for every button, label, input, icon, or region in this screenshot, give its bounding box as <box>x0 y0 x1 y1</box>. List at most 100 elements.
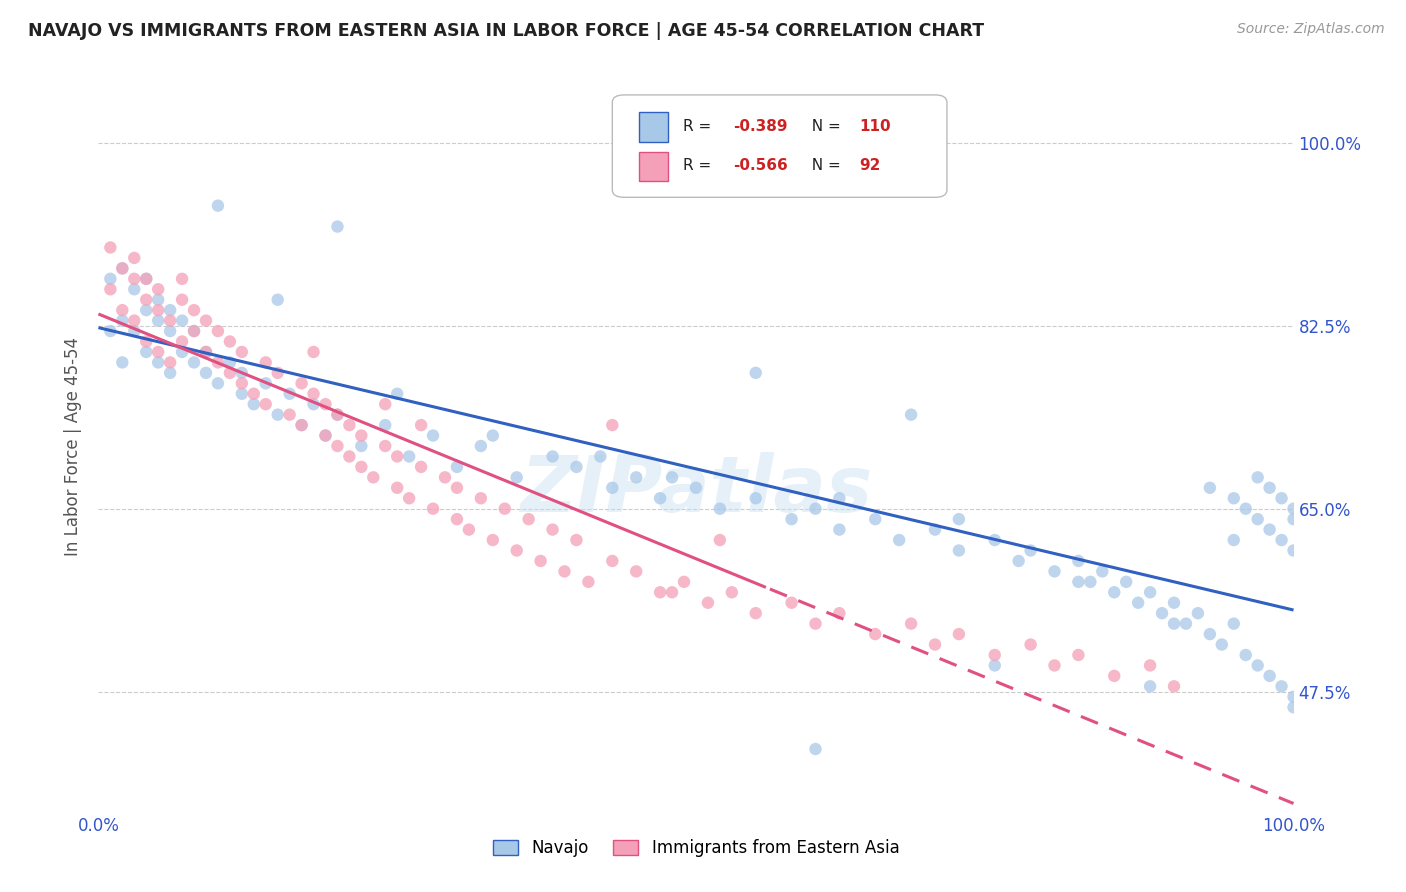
Point <box>804 616 827 631</box>
Point <box>1282 512 1305 526</box>
Point <box>302 386 325 401</box>
Point <box>1282 501 1305 516</box>
Point <box>231 345 253 359</box>
Point <box>411 459 433 474</box>
Point <box>315 428 337 442</box>
Point <box>446 481 468 495</box>
Point <box>948 627 970 641</box>
Point <box>924 523 946 537</box>
Point <box>148 355 170 369</box>
Point <box>517 512 540 526</box>
Point <box>626 565 648 579</box>
Point <box>1163 616 1185 631</box>
Point <box>828 606 851 620</box>
Point <box>219 355 242 369</box>
Point <box>865 512 887 526</box>
Point <box>135 345 157 359</box>
Point <box>434 470 457 484</box>
Text: NAVAJO VS IMMIGRANTS FROM EASTERN ASIA IN LABOR FORCE | AGE 45-54 CORRELATION CH: NAVAJO VS IMMIGRANTS FROM EASTERN ASIA I… <box>28 22 984 40</box>
Point <box>124 324 146 338</box>
Point <box>1271 533 1294 547</box>
Point <box>494 501 516 516</box>
Point <box>159 313 181 327</box>
Text: 110: 110 <box>859 120 891 135</box>
Point <box>148 303 170 318</box>
Point <box>207 324 229 338</box>
Point <box>385 481 409 495</box>
Point <box>135 272 157 286</box>
Point <box>685 115 707 129</box>
Point <box>1247 658 1270 673</box>
Point <box>148 282 170 296</box>
Point <box>278 386 301 401</box>
Point <box>661 470 683 484</box>
Point <box>207 376 229 391</box>
Point <box>339 450 361 464</box>
Point <box>291 418 314 433</box>
Point <box>648 491 672 506</box>
Point <box>267 293 290 307</box>
Point <box>506 470 529 484</box>
Point <box>254 376 277 391</box>
Point <box>254 397 277 411</box>
Point <box>111 355 134 369</box>
Point <box>243 397 266 411</box>
Point <box>1104 585 1126 599</box>
Text: Source: ZipAtlas.com: Source: ZipAtlas.com <box>1237 22 1385 37</box>
Point <box>1187 606 1209 620</box>
Point <box>326 408 349 422</box>
Point <box>207 355 229 369</box>
Point <box>315 428 337 442</box>
Point <box>745 491 768 506</box>
Point <box>828 491 851 506</box>
Point <box>1104 669 1126 683</box>
Point <box>207 199 229 213</box>
Point <box>661 585 683 599</box>
FancyBboxPatch shape <box>613 95 948 197</box>
Legend: Navajo, Immigrants from Eastern Asia: Navajo, Immigrants from Eastern Asia <box>488 834 904 862</box>
Point <box>172 313 194 327</box>
Text: N =: N = <box>803 120 846 135</box>
Point <box>172 272 194 286</box>
Point <box>315 397 337 411</box>
Point <box>1175 616 1198 631</box>
Point <box>602 481 624 495</box>
Point <box>302 397 325 411</box>
Point <box>709 501 731 516</box>
Point <box>673 574 696 589</box>
Point <box>350 439 373 453</box>
Point <box>458 523 481 537</box>
Point <box>98 324 122 338</box>
Point <box>1139 585 1161 599</box>
Point <box>350 459 373 474</box>
Point <box>195 366 218 380</box>
Point <box>1163 679 1185 693</box>
Point <box>626 470 648 484</box>
Point <box>578 574 600 589</box>
Point <box>111 261 134 276</box>
Point <box>267 366 290 380</box>
Point <box>1199 627 1222 641</box>
Point <box>183 324 205 338</box>
Point <box>326 219 349 234</box>
Point <box>159 324 181 338</box>
Point <box>745 606 768 620</box>
Point <box>541 450 564 464</box>
Point <box>1223 616 1246 631</box>
Point <box>481 428 505 442</box>
Point <box>1139 679 1161 693</box>
Point <box>1163 596 1185 610</box>
Point <box>219 334 242 349</box>
Point <box>984 658 1007 673</box>
Point <box>470 439 492 453</box>
Point <box>135 303 157 318</box>
Point <box>804 501 827 516</box>
Point <box>865 627 887 641</box>
Point <box>135 272 157 286</box>
Point <box>219 366 242 380</box>
Point <box>481 533 505 547</box>
Point <box>984 648 1007 662</box>
Point <box>984 533 1007 547</box>
Point <box>1234 648 1257 662</box>
Point <box>924 638 946 652</box>
